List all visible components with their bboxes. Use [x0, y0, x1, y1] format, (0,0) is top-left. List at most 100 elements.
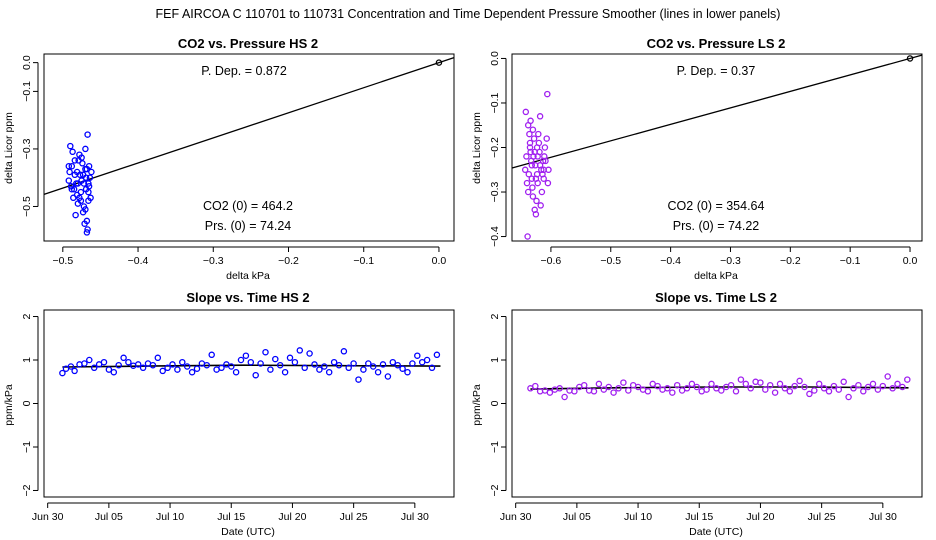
- y-axis-label: ppm/kPa: [3, 384, 15, 426]
- data-point: [884, 373, 891, 380]
- data-point: [625, 387, 632, 394]
- plot-frame: [511, 53, 923, 242]
- data-point: [73, 191, 81, 199]
- data-point: [389, 358, 397, 366]
- y-tick-label: −0.3: [21, 138, 33, 159]
- y-tick-label: 1: [21, 357, 33, 363]
- data-point: [81, 360, 88, 367]
- y-tick-label: 0: [21, 400, 33, 406]
- x-tick-label: −0.3: [203, 255, 224, 267]
- data-point: [521, 166, 529, 174]
- data-point: [737, 376, 745, 383]
- data-point: [154, 354, 162, 362]
- data-point: [542, 157, 549, 165]
- x-tick-label: −0.5: [600, 255, 621, 267]
- data-point: [272, 355, 279, 363]
- y-tick-label: 2: [21, 313, 33, 319]
- data-point: [524, 233, 531, 240]
- data-point: [529, 184, 536, 191]
- data-point: [869, 380, 877, 388]
- data-point: [541, 144, 549, 151]
- data-point: [523, 179, 531, 187]
- plot-frame: [43, 309, 455, 498]
- y-axis-label: delta Licor ppm: [471, 112, 483, 184]
- x-tick-label: −0.1: [353, 255, 374, 267]
- data-point: [80, 203, 88, 210]
- panel-title: Slope vs. Time LS 2: [655, 290, 777, 305]
- panel-title: Slope vs. Time HS 2: [186, 290, 309, 305]
- data-point: [330, 358, 338, 366]
- data-point: [66, 168, 73, 176]
- y-tick-label: −2: [489, 484, 501, 496]
- data-point: [82, 185, 90, 193]
- data-point: [433, 351, 441, 359]
- plot-frame: [511, 309, 923, 498]
- y-tick-label: 1: [489, 357, 501, 363]
- data-point: [65, 162, 73, 170]
- plot-frame: [43, 53, 455, 242]
- data-point: [281, 368, 289, 376]
- data-point: [183, 363, 191, 370]
- data-point: [384, 373, 392, 380]
- data-point: [732, 388, 740, 395]
- data-point: [247, 358, 255, 366]
- x-tick-label: Jul 30: [401, 511, 429, 523]
- data-point: [556, 385, 563, 392]
- data-point: [864, 383, 872, 391]
- data-point: [536, 113, 544, 120]
- x-axis-label: delta kPa: [226, 270, 270, 282]
- y-tick-label: −2: [21, 484, 33, 496]
- data-point: [428, 364, 436, 372]
- data-point: [65, 177, 73, 184]
- data-point: [72, 211, 79, 219]
- data-point: [409, 360, 416, 367]
- data-point: [193, 365, 201, 372]
- x-tick-label: Jul 10: [156, 511, 184, 523]
- data-point: [379, 361, 387, 368]
- data-point: [71, 171, 79, 179]
- data-point: [590, 388, 598, 395]
- data-point: [580, 381, 588, 389]
- data-point: [708, 380, 715, 388]
- data-point: [545, 166, 552, 174]
- data-point: [904, 376, 911, 383]
- data-point: [203, 361, 211, 369]
- x-tick-label: Jul 20: [278, 511, 306, 523]
- data-point: [74, 180, 82, 187]
- y-tick-label: 0: [489, 400, 501, 406]
- data-point: [423, 356, 431, 364]
- data-point: [399, 365, 406, 372]
- y-tick-label: −0.2: [489, 137, 501, 158]
- data-point: [830, 382, 838, 390]
- data-point: [71, 367, 78, 375]
- data-point: [345, 364, 352, 372]
- data-point: [791, 382, 798, 390]
- data-point: [693, 383, 701, 391]
- data-point: [522, 108, 530, 116]
- x-tick-label: 0.0: [903, 255, 918, 267]
- data-point: [845, 393, 852, 401]
- data-point: [286, 354, 294, 362]
- data-point: [528, 175, 536, 182]
- data-point: [528, 162, 536, 169]
- data-point: [84, 131, 91, 138]
- data-point: [414, 352, 421, 359]
- data-point: [325, 368, 333, 376]
- data-point: [595, 380, 603, 388]
- data-point: [879, 382, 887, 390]
- data-point: [766, 381, 774, 389]
- data-point: [87, 194, 94, 202]
- data-point: [355, 376, 362, 383]
- data-point: [188, 368, 196, 376]
- x-tick-label: Jul 05: [563, 511, 591, 523]
- data-point: [262, 348, 269, 356]
- data-point: [535, 130, 542, 138]
- data-point: [365, 360, 372, 367]
- data-point: [855, 381, 862, 389]
- data-point: [786, 388, 794, 395]
- data-point: [85, 180, 92, 187]
- data-point: [306, 350, 313, 357]
- fit-line: [43, 56, 455, 195]
- data-point: [889, 385, 896, 392]
- data-point: [527, 148, 534, 156]
